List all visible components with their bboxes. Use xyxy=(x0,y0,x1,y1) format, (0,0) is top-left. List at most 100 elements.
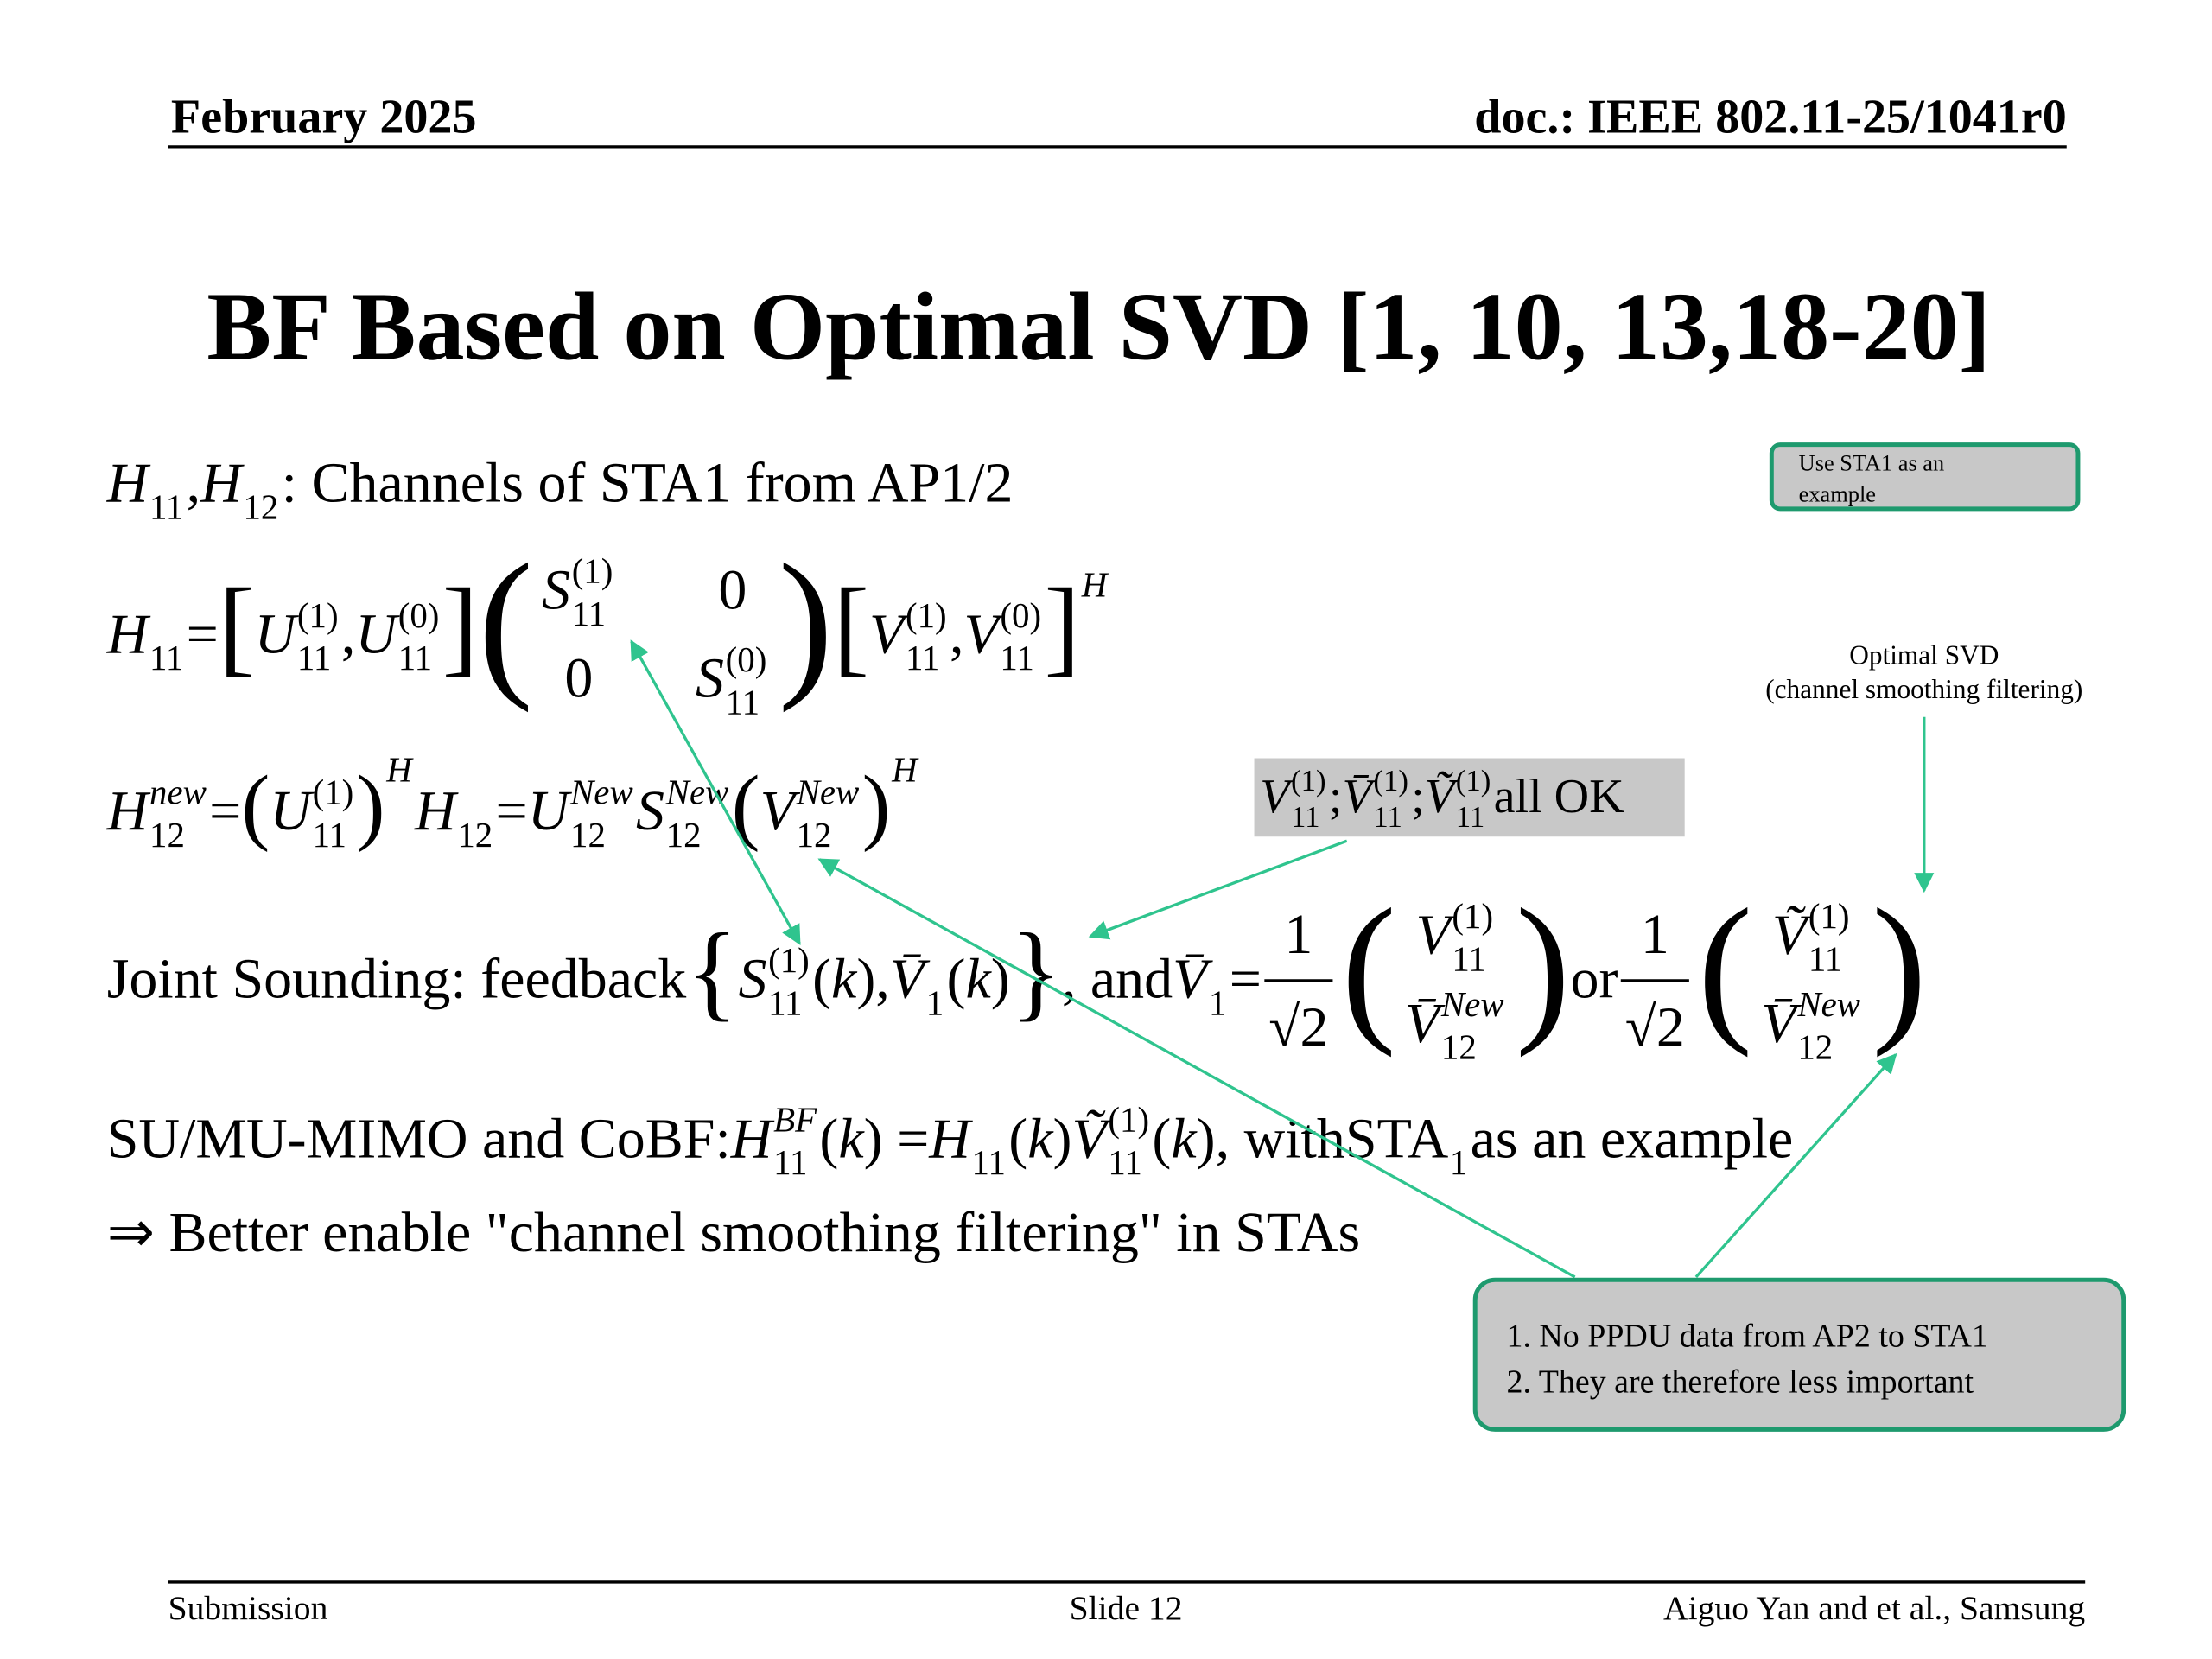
ok-box-text: V (1)11; V̄ (1)11; Ṽ (1)11 all OK xyxy=(1260,764,1624,834)
bracket: ] xyxy=(442,567,479,687)
superscript: (1) xyxy=(1808,897,1850,936)
bracket: ( xyxy=(241,759,270,853)
math-text: H xyxy=(106,452,151,515)
optimal-label: Optimal SVD xyxy=(1849,640,1999,671)
math-text: 1 xyxy=(1641,903,1669,966)
matrix-cell: S (1)11 xyxy=(542,552,613,633)
header-date: February 2025 xyxy=(171,90,477,143)
matrix-cell: V̄ New 12 xyxy=(1405,985,1504,1066)
fraction-numerator: 1 xyxy=(1284,903,1313,966)
fraction-numerator: 1 xyxy=(1641,903,1669,966)
subscript: 11 xyxy=(1452,939,1485,978)
subscript: 12 xyxy=(1797,1028,1833,1067)
optimal-label: (channel smoothing filtering) xyxy=(1765,674,2082,704)
subscript: 12 xyxy=(797,816,832,855)
superscript: (0) xyxy=(1000,596,1041,635)
math-text: or xyxy=(1571,948,1618,1011)
subscript: 11 xyxy=(1000,639,1033,677)
bracket: ] xyxy=(1044,567,1080,687)
superscript: (1) xyxy=(1452,897,1493,936)
superscript: (1) xyxy=(1456,764,1491,798)
math-text: = xyxy=(496,779,528,842)
bracket: ) xyxy=(357,759,385,853)
superscript: (1) xyxy=(768,941,810,980)
math-text: , xyxy=(341,602,356,665)
math-text: U xyxy=(528,779,573,842)
math-text: = xyxy=(209,779,241,842)
notes-box xyxy=(1472,1277,2126,1432)
subscript: 11 xyxy=(149,487,183,526)
math-text: 0 xyxy=(564,647,593,710)
superscript: New xyxy=(569,772,633,811)
math-text: √2 xyxy=(1625,996,1685,1059)
math-text: , xyxy=(187,452,201,515)
subscript: 11 xyxy=(768,983,802,1022)
subscript: 11 xyxy=(572,594,606,633)
note-item: 1. No PPDU data from AP2 to STA1 xyxy=(1507,1319,1988,1355)
bracket: ( xyxy=(732,759,760,853)
matrix-cell: V̄ New 12 xyxy=(1761,985,1860,1066)
math-text: ), xyxy=(856,948,889,1011)
superscript: (0) xyxy=(726,640,767,679)
math-text: , and xyxy=(1062,948,1173,1011)
subscript: 11 xyxy=(1808,939,1842,978)
subscript: 11 xyxy=(398,639,432,677)
math-text: = xyxy=(187,602,219,665)
math-text: ), with xyxy=(1197,1107,1345,1170)
math-text: U xyxy=(270,779,315,842)
bracket: ( xyxy=(1698,875,1753,1058)
superscript: H xyxy=(385,751,414,790)
subscript: 11 xyxy=(1291,800,1319,834)
body-line: Joint Sounding: feedback {S (1)11(k), V̄ 1(… xyxy=(107,875,1927,1067)
superscript: (1) xyxy=(1108,1101,1149,1140)
subscript: 11 xyxy=(1373,800,1402,834)
math-text: Ṽ xyxy=(1772,904,1813,967)
math-text: ⇒ Better enable "channel smoothing filte… xyxy=(107,1201,1360,1264)
math-text: , xyxy=(950,602,964,665)
math-text: as an example xyxy=(1471,1107,1794,1170)
math-text: ( xyxy=(812,948,831,1011)
ok-box xyxy=(1254,758,1685,837)
arrow xyxy=(1088,839,1348,940)
example-note-text: Use STA1 as an xyxy=(1799,449,1945,475)
math-text: V xyxy=(1260,770,1294,823)
subscript: 11 xyxy=(726,683,760,721)
superscript: (1) xyxy=(906,596,947,635)
subscript: 12 xyxy=(243,487,278,526)
subscript: 11 xyxy=(972,1143,1006,1182)
math-text: V xyxy=(963,602,1004,665)
fraction-denominator: √2 xyxy=(1625,996,1685,1059)
math-text: 0 xyxy=(718,558,747,621)
subscript: 12 xyxy=(457,816,493,855)
math-text: ) xyxy=(1052,1107,1071,1170)
subscript: 11 xyxy=(297,639,331,677)
superscript: (1) xyxy=(1291,764,1326,798)
math-text: √2 xyxy=(1268,996,1328,1059)
math-text: S xyxy=(542,558,570,621)
math-text: ) = xyxy=(864,1107,930,1170)
subscript: 11 xyxy=(313,816,346,855)
math-text: H xyxy=(106,779,151,842)
body-line: H 11, H 12: Channels of STA1 from AP1/2 xyxy=(106,452,1014,527)
subscript: 1 xyxy=(926,983,944,1022)
matrix-cell: 0 xyxy=(718,558,747,621)
superscript: New xyxy=(1796,985,1860,1024)
math-text: k xyxy=(1027,1107,1054,1170)
footer-center: Slide 12 xyxy=(1070,1589,1183,1627)
math-text: k xyxy=(1171,1107,1198,1170)
superscript: H xyxy=(891,751,919,790)
bracket: [ xyxy=(833,567,869,687)
math-text: SU/MU-MIMO and CoBF: xyxy=(107,1107,731,1170)
superscript: (1) xyxy=(297,596,339,635)
math-text: k xyxy=(831,948,858,1011)
subscript: 12 xyxy=(570,816,606,855)
arrow xyxy=(817,858,1576,1279)
example-note-box xyxy=(1769,442,2081,512)
subscript: 1 xyxy=(1209,983,1226,1022)
math-text: ; xyxy=(1411,770,1425,823)
